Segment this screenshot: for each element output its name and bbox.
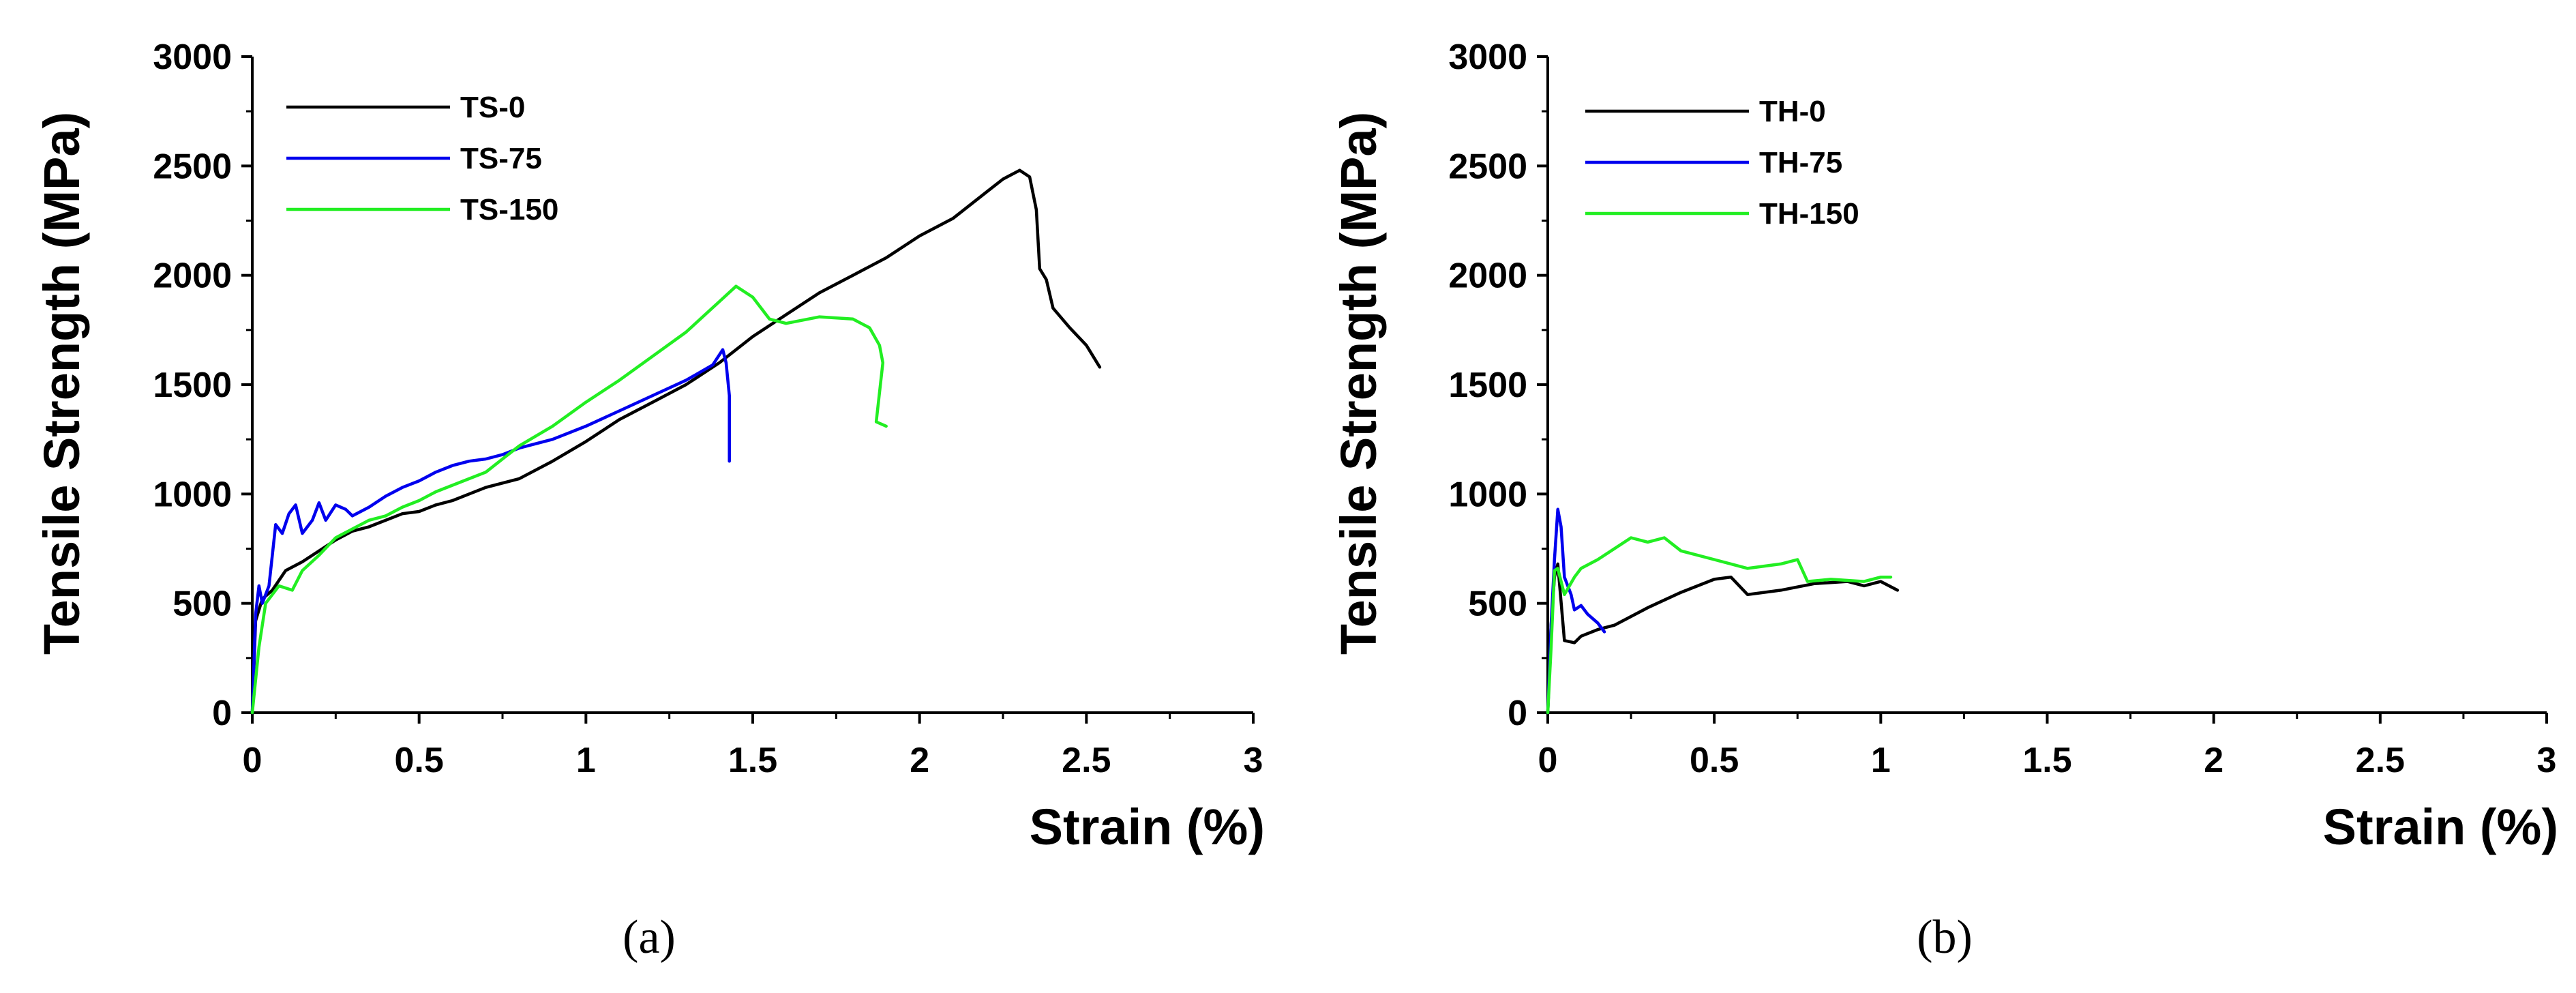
legend-label: TS-75 xyxy=(460,142,542,175)
series-line-th-150 xyxy=(1546,536,1893,715)
x-axis-title: Strain (%) xyxy=(2323,799,2558,855)
y-tick-label: 2500 xyxy=(153,147,232,186)
series-line-ts-150 xyxy=(250,284,888,715)
series-line-th-0 xyxy=(1546,562,1900,715)
legend-label: TS-0 xyxy=(460,91,525,124)
x-tick-label: 0.5 xyxy=(1690,741,1739,780)
y-tick-label: 3000 xyxy=(1448,38,1527,77)
x-tick-label: 1 xyxy=(576,741,596,780)
panel-caption: (b) xyxy=(1917,911,1973,964)
series-line-ts-75 xyxy=(250,348,731,715)
x-tick-label: 2 xyxy=(2204,741,2223,780)
y-tick-label: 2000 xyxy=(153,256,232,296)
y-tick-label: 0 xyxy=(1508,694,1527,733)
x-tick-label: 0 xyxy=(1538,741,1558,780)
y-tick-label: 500 xyxy=(1468,584,1527,624)
y-tick-label: 1000 xyxy=(153,475,232,514)
y-tick-label: 1500 xyxy=(153,366,232,405)
x-tick-label: 0.5 xyxy=(395,741,444,780)
chart-panel-a: Tensile Strength (MPa) Strain (%) (a) 0 5… xyxy=(33,38,1265,964)
legend-label: TS-150 xyxy=(460,193,558,226)
series-line-th-75 xyxy=(1546,507,1606,715)
x-tick-label: 1 xyxy=(1871,741,1891,780)
chart-panel-b: Tensile Strength (MPa) Strain (%) (b) 0 5… xyxy=(1330,38,2558,964)
x-tick-label: 2.5 xyxy=(2356,741,2405,780)
y-tick-label: 2000 xyxy=(1448,256,1527,296)
y-tick-label: 1000 xyxy=(1448,475,1527,514)
x-tick-label: 1.5 xyxy=(2022,741,2071,780)
y-tick-label: 500 xyxy=(173,584,232,624)
y-tick-label: 0 xyxy=(212,694,232,733)
y-tick-label: 1500 xyxy=(1448,366,1527,405)
y-axis-title: Tensile Strength (MPa) xyxy=(1330,112,1387,655)
x-axis-title: Strain (%) xyxy=(1030,799,1265,855)
panel-caption: (a) xyxy=(623,911,676,964)
y-tick-label: 2500 xyxy=(1448,147,1527,186)
x-tick-label: 2 xyxy=(910,741,929,780)
y-tick-label: 3000 xyxy=(153,38,232,77)
legend-label: TH-75 xyxy=(1759,146,1842,179)
x-tick-label: 0 xyxy=(243,741,263,780)
series-line-ts-0 xyxy=(250,168,1102,715)
x-tick-label: 1.5 xyxy=(728,741,777,780)
legend-label: TH-0 xyxy=(1759,95,1826,128)
x-tick-label: 2.5 xyxy=(1062,741,1111,780)
y-axis-title: Tensile Strength (MPa) xyxy=(33,112,90,655)
legend-label: TH-150 xyxy=(1759,197,1859,231)
x-tick-label: 3 xyxy=(1244,741,1263,780)
x-tick-label: 3 xyxy=(2537,741,2557,780)
